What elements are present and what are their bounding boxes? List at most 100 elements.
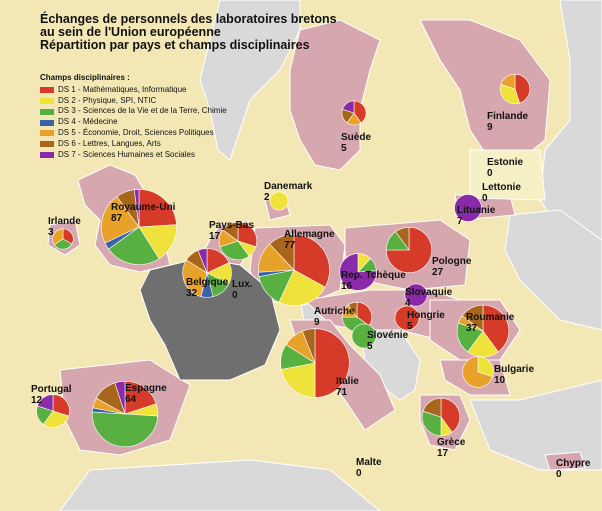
country-total-autriche: 9 bbox=[314, 317, 320, 328]
country-total-roumanie: 37 bbox=[466, 323, 478, 334]
legend-label-ds7: DS 7 - Sciences Humaines et Sociales bbox=[58, 149, 195, 159]
pie-finlande bbox=[499, 73, 531, 105]
legend-item-ds5: DS 5 - Économie, Droit, Sciences Politiq… bbox=[40, 128, 227, 139]
pie-slice-espagne-ds7 bbox=[114, 380, 126, 415]
country-total-slovenie: 5 bbox=[367, 341, 373, 352]
legend-item-ds6: DS 6 - Lettres, Langues, Arts bbox=[40, 139, 227, 150]
country-total-rep-tcheque: 16 bbox=[341, 281, 353, 292]
pie-slice-grece-ds6 bbox=[422, 397, 442, 418]
country-total-chypre: 0 bbox=[556, 469, 562, 480]
country-name-suede: Suède bbox=[341, 132, 371, 143]
country-name-autriche: Autriche bbox=[314, 306, 355, 317]
legend-label-ds4: DS 4 - Médecine bbox=[58, 117, 118, 127]
legend-label-ds6: DS 6 - Lettres, Langues, Arts bbox=[58, 138, 161, 148]
pie-slice-royaume-uni-ds1 bbox=[138, 189, 177, 228]
country-name-bulgarie: Bulgarie bbox=[494, 364, 534, 375]
legend-swatch-ds3 bbox=[40, 108, 54, 115]
country-name-roumanie: Roumanie bbox=[466, 312, 515, 323]
country-name-italie: Italie bbox=[336, 376, 359, 387]
pie-slice-royaume-uni-ds7 bbox=[133, 189, 140, 228]
pie-slice-roumanie-ds6 bbox=[461, 304, 484, 332]
pie-slice-allemagne-ds1 bbox=[293, 234, 330, 288]
pie-slice-espagne-ds3 bbox=[91, 411, 159, 447]
pie-slice-bulgarie-ds5 bbox=[462, 356, 494, 388]
map-title: Échanges de personnels des laboratoires … bbox=[40, 13, 337, 52]
country-total-allemagne: 77 bbox=[284, 240, 296, 251]
legend-item-ds7: DS 7 - Sciences Humaines et Sociales bbox=[40, 150, 227, 161]
legend-swatch-ds7 bbox=[40, 151, 54, 158]
country-name-portugal: Portugal bbox=[31, 384, 72, 395]
legend-label-ds1: DS 1 - Mathématiques, Informatique bbox=[58, 84, 187, 94]
title-line-2: au sein de l'Union européenne bbox=[40, 25, 221, 39]
legend-swatch-ds1 bbox=[40, 87, 54, 94]
pie-slice-hongrie-ds1 bbox=[394, 305, 420, 331]
pie-bulgarie bbox=[462, 356, 494, 388]
country-name-chypre: Chypre bbox=[556, 458, 591, 469]
country-name-irlande: Irlande bbox=[48, 216, 81, 227]
pie-slice-belgique-ds7 bbox=[197, 248, 208, 274]
country-name-pologne: Pologne bbox=[432, 256, 472, 267]
cyprus-shape bbox=[544, 451, 586, 471]
pie-slice-royaume-uni-ds3 bbox=[108, 226, 160, 265]
pie-slice-belgique-ds5 bbox=[182, 259, 208, 297]
pie-slice-allemagne-ds2 bbox=[278, 269, 326, 306]
country-total-pologne: 27 bbox=[432, 267, 444, 278]
pie-slice-grece-ds1 bbox=[440, 397, 461, 433]
country-name-slovaquie: Slovaquie bbox=[405, 287, 453, 298]
country-name-hongrie: Hongrie bbox=[407, 310, 445, 321]
north-africa bbox=[59, 459, 381, 511]
pie-slice-allemagne-ds6 bbox=[269, 234, 295, 271]
country-total-finlande: 9 bbox=[487, 122, 493, 133]
legend-item-ds4: DS 4 - Médecine bbox=[40, 117, 227, 128]
legend-item-ds2: DS 2 - Physique, SPI, NTIC bbox=[40, 96, 227, 107]
pie-slice-portugal-ds2 bbox=[42, 410, 70, 428]
country-total-danemark: 2 bbox=[264, 192, 270, 203]
country-total-malte: 0 bbox=[356, 468, 362, 479]
legend-heading: Champs disciplinaires : bbox=[40, 73, 130, 82]
pie-grece bbox=[421, 397, 461, 437]
country-name-finlande: Finlande bbox=[487, 111, 529, 122]
pie-espagne bbox=[91, 380, 159, 447]
country-name-allemagne: Allemagne bbox=[284, 229, 335, 240]
pie-slice-danemark-ds2 bbox=[269, 191, 289, 211]
country-total-suede: 5 bbox=[341, 143, 347, 154]
pie-slice-suede-ds7 bbox=[342, 100, 355, 114]
pie-slice-rep-tcheque-ds7 bbox=[339, 253, 377, 291]
france-shape bbox=[139, 257, 281, 381]
pie-slice-slovaquie-ds7 bbox=[404, 283, 428, 307]
pie-layer bbox=[36, 73, 531, 447]
pie-slice-italie-ds6 bbox=[301, 328, 316, 364]
pie-italie bbox=[280, 328, 350, 398]
country-total-italie: 71 bbox=[336, 387, 348, 398]
country-total-belgique: 32 bbox=[186, 288, 198, 299]
pie-suede bbox=[341, 100, 367, 126]
legend-label-ds5: DS 5 - Économie, Droit, Sciences Politiq… bbox=[58, 127, 214, 137]
non-eu-land bbox=[59, 0, 602, 511]
legend-item-ds3: DS 3 - Sciences de la Vie et de la Terre… bbox=[40, 106, 227, 117]
country-name-belgique: Belgique bbox=[186, 277, 229, 288]
pie-slice-finlande-ds5 bbox=[500, 73, 516, 90]
norway bbox=[199, 0, 301, 161]
country-total-portugal: 12 bbox=[31, 395, 43, 406]
pie-irlande bbox=[52, 228, 74, 250]
pie-roumanie bbox=[456, 304, 510, 358]
pie-slice-pays-bas-ds3 bbox=[219, 240, 250, 261]
turkey bbox=[469, 379, 602, 471]
country-total-pays-bas: 17 bbox=[209, 231, 221, 242]
legend-swatch-ds5 bbox=[40, 130, 54, 137]
label-layer: Suède5Finlande9Estonie0Lettonie0Lituanie… bbox=[31, 111, 591, 480]
pie-slice-portugal-ds1 bbox=[52, 394, 70, 417]
country-total-lux: 0 bbox=[232, 290, 238, 301]
baltic-highlight bbox=[469, 149, 546, 201]
country-name-malte: Malte bbox=[356, 457, 382, 468]
country-name-lux: Lux. bbox=[232, 279, 253, 290]
pie-hongrie bbox=[394, 305, 420, 331]
country-total-irlande: 3 bbox=[48, 227, 54, 238]
pie-belgique bbox=[182, 248, 232, 298]
pie-slice-italie-ds1 bbox=[314, 328, 350, 398]
pie-slice-pays-bas-ds1 bbox=[237, 221, 258, 248]
country-name-lettonie: Lettonie bbox=[482, 182, 521, 193]
country-total-slovaquie: 4 bbox=[405, 298, 411, 309]
pie-slice-finlande-ds1 bbox=[514, 73, 531, 104]
country-name-royaume-uni: Royaume-Uni bbox=[111, 202, 176, 213]
